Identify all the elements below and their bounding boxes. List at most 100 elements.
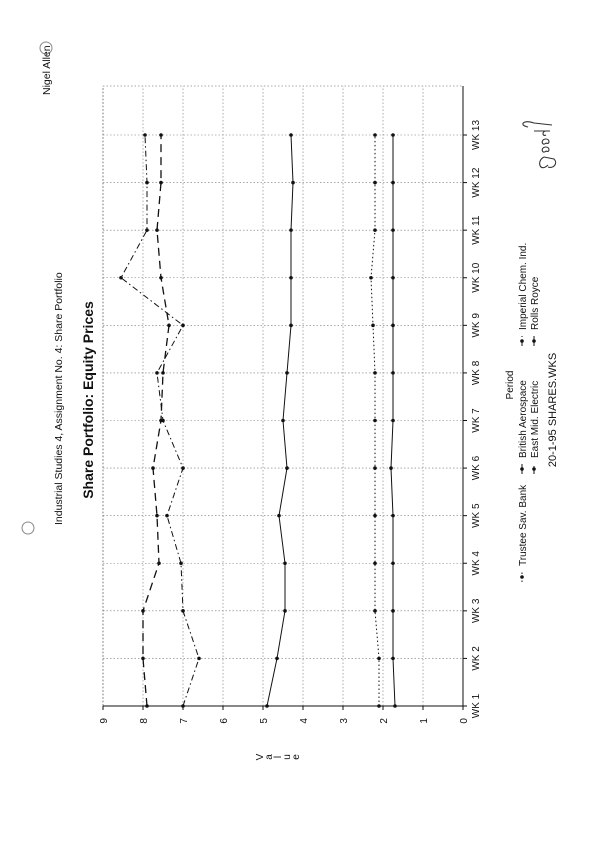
legend-marker bbox=[520, 467, 524, 471]
value-tick-label: 8 bbox=[139, 718, 150, 724]
period-tick-label: WK 12 bbox=[471, 167, 482, 197]
data-point bbox=[157, 561, 161, 566]
data-point bbox=[391, 371, 395, 375]
axes bbox=[103, 86, 464, 707]
value-tick-label: 2 bbox=[379, 718, 390, 724]
legend-marker bbox=[520, 339, 524, 343]
data-point bbox=[373, 228, 377, 232]
period-tick-label: WK 10 bbox=[471, 262, 482, 292]
data-point bbox=[285, 466, 289, 470]
x-tick-labels: WK 1 WK 2 WK 3 WK 4 WK 5 WK 6 WK 7 WK 8 WK 9 WK 1… bbox=[463, 120, 482, 718]
data-point bbox=[391, 228, 395, 232]
data-point bbox=[179, 561, 183, 566]
data-point bbox=[391, 323, 395, 328]
data-point bbox=[161, 371, 165, 375]
data-point bbox=[391, 609, 395, 613]
y-axis-label-letter: V bbox=[255, 753, 266, 760]
data-point bbox=[145, 704, 149, 708]
data-point bbox=[167, 323, 171, 328]
data-point bbox=[373, 609, 377, 613]
data-point bbox=[181, 466, 185, 470]
data-point bbox=[371, 323, 375, 328]
chart-title: Share Portfolio: Equity Prices bbox=[80, 301, 96, 499]
data-point bbox=[165, 513, 169, 518]
value-tick-label: 5 bbox=[259, 718, 270, 724]
assignment-header: Industrial Studies 4, Assignment No. 4: … bbox=[53, 272, 65, 525]
data-point bbox=[373, 133, 377, 137]
data-point bbox=[373, 466, 377, 470]
data-point bbox=[181, 323, 185, 328]
legend-marker bbox=[532, 467, 536, 471]
data-point bbox=[391, 561, 395, 566]
data-point bbox=[377, 656, 381, 661]
handwritten-grade: Good bbox=[522, 121, 569, 169]
footer-file-info: 20-1-95 SHARES.WKS bbox=[547, 353, 559, 467]
data-point bbox=[391, 180, 395, 185]
data-point bbox=[289, 133, 293, 137]
data-point bbox=[145, 180, 149, 185]
period-tick-label: WK 4 bbox=[471, 551, 482, 576]
y-axis-label-letter: e bbox=[291, 754, 302, 760]
data-point bbox=[369, 275, 373, 280]
data-point bbox=[391, 418, 395, 423]
period-tick-label: WK 9 bbox=[471, 313, 482, 338]
value-tick-label: 1 bbox=[419, 718, 430, 724]
data-point bbox=[373, 561, 377, 566]
data-point bbox=[159, 180, 163, 185]
data-point bbox=[159, 133, 163, 137]
data-point bbox=[377, 704, 381, 708]
data-point bbox=[389, 466, 393, 470]
data-point bbox=[181, 704, 185, 708]
grid bbox=[102, 85, 464, 707]
data-point bbox=[159, 418, 163, 423]
legend-marker bbox=[520, 575, 524, 579]
data-point bbox=[373, 418, 377, 423]
value-tick-label: 4 bbox=[299, 718, 310, 724]
data-point bbox=[285, 371, 289, 375]
data-point bbox=[151, 466, 155, 470]
data-point bbox=[289, 275, 293, 280]
data-point bbox=[289, 228, 293, 232]
data-point bbox=[143, 133, 147, 137]
handwritten-grade-stroke bbox=[522, 121, 557, 169]
legend-label: Rolls Royce bbox=[530, 276, 541, 330]
data-point bbox=[141, 656, 145, 661]
author-name: Nigel Allen bbox=[41, 45, 53, 95]
period-tick-label: WK 11 bbox=[471, 215, 482, 245]
data-point bbox=[141, 609, 145, 613]
data-point bbox=[391, 656, 395, 661]
data-point bbox=[283, 561, 287, 566]
data-point bbox=[155, 513, 159, 518]
legend-label: Imperial Chem. Ind. bbox=[518, 243, 529, 330]
plot-frame bbox=[102, 85, 464, 707]
value-tick-label: 3 bbox=[339, 718, 350, 724]
data-point bbox=[119, 275, 123, 280]
data-point bbox=[373, 371, 377, 375]
value-tick-label: 7 bbox=[179, 718, 190, 724]
data-point bbox=[373, 513, 377, 518]
period-tick-label: WK 3 bbox=[471, 598, 482, 623]
data-point bbox=[391, 275, 395, 280]
data-point bbox=[145, 228, 149, 232]
data-point bbox=[275, 656, 279, 661]
data-point bbox=[155, 371, 159, 375]
data-point bbox=[181, 609, 185, 613]
value-tick-label: 6 bbox=[219, 718, 230, 724]
period-tick-label: WK 1 bbox=[471, 693, 482, 718]
binder-hole-bottom bbox=[21, 521, 35, 535]
data-point bbox=[197, 656, 201, 661]
data-point bbox=[391, 133, 395, 137]
period-tick-label: WK 6 bbox=[471, 455, 482, 480]
data-point bbox=[281, 418, 285, 423]
period-tick-label: WK 5 bbox=[471, 503, 482, 528]
period-tick-label: WK 2 bbox=[471, 646, 482, 671]
handwritten-grade-text: Good bbox=[567, 142, 569, 145]
data-point bbox=[283, 609, 287, 613]
data-point bbox=[291, 180, 295, 185]
value-tick-label: 0 bbox=[459, 718, 470, 724]
binder-hole-top bbox=[39, 41, 53, 55]
value-tick-label: 9 bbox=[99, 718, 110, 724]
